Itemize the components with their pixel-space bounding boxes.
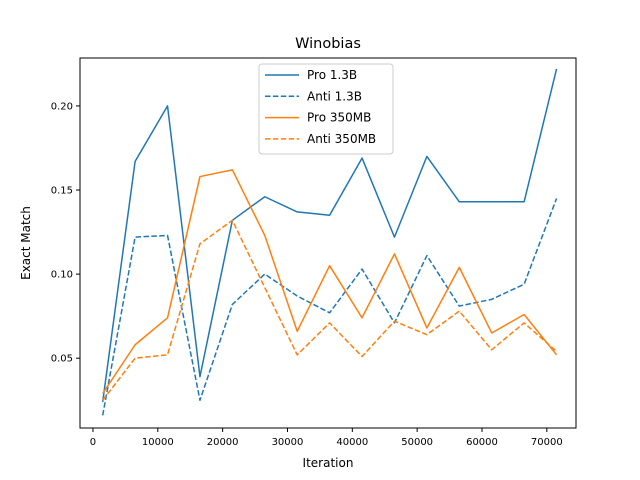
x-tick-label: 10000 xyxy=(142,437,174,448)
y-tick-label: 0.15 xyxy=(51,186,73,197)
x-axis: 0 10000 20000 30000 40000 50000 60000 70000 xyxy=(90,428,563,448)
legend-label-4: Anti 350MB xyxy=(307,132,376,146)
series-line-2 xyxy=(101,198,558,416)
y-axis-label: Exact Match xyxy=(19,206,33,280)
legend-label-3: Pro 350MB xyxy=(307,111,371,125)
series-line-3 xyxy=(102,169,558,394)
x-axis-label: Iteration xyxy=(303,456,354,470)
y-tick-label: 0.05 xyxy=(51,354,73,365)
x-tick-label: 50000 xyxy=(401,437,433,448)
x-tick-label: 20000 xyxy=(207,437,239,448)
y-tick-label: 0.20 xyxy=(51,101,73,112)
chart-title: Winobias xyxy=(295,36,361,52)
y-axis: 0.05 0.10 0.15 0.20 xyxy=(51,101,80,365)
plot-area-frame xyxy=(79,57,577,429)
series-line-1 xyxy=(101,68,558,403)
legend-label-2: Anti 1.3B xyxy=(307,89,362,103)
y-tick-label: 0.10 xyxy=(51,270,73,281)
legend-label-1: Pro 1.3B xyxy=(307,68,357,82)
series-line-4 xyxy=(102,219,558,401)
x-tick-label: 70000 xyxy=(531,437,563,448)
series-layer xyxy=(101,68,558,416)
legend-box xyxy=(258,63,394,155)
x-tick-label: 60000 xyxy=(466,437,498,448)
legend: Pro 1.3B Anti 1.3B Pro 350MB Anti 350MB xyxy=(258,63,394,155)
x-tick-label: 40000 xyxy=(336,437,368,448)
x-tick-label: 30000 xyxy=(272,437,304,448)
x-tick-label: 0 xyxy=(90,437,96,448)
